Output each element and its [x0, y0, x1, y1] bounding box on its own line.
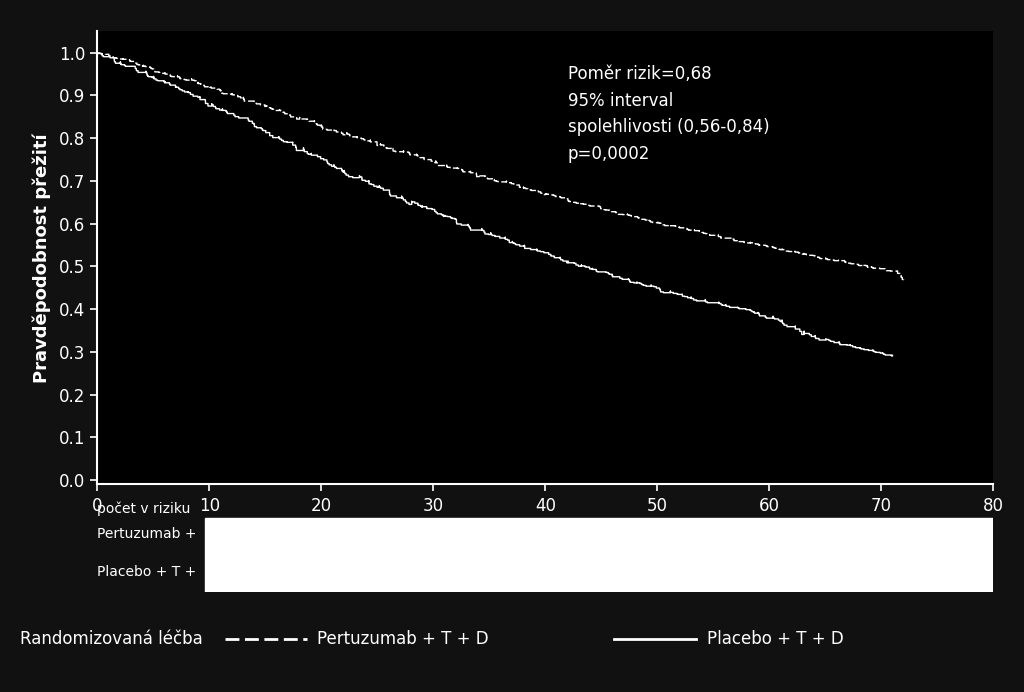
Text: počet v riziku: počet v riziku	[97, 502, 190, 516]
Text: Placebo + T + D: Placebo + T + D	[707, 630, 844, 648]
Text: Poměr rizik=0,68
95% interval
spolehlivosti (0,56-0,84)
p=0,0002: Poměr rizik=0,68 95% interval spolehlivo…	[567, 65, 769, 163]
Text: Placebo + T +: Placebo + T +	[97, 565, 197, 579]
X-axis label: Měsíce: Měsíce	[510, 523, 581, 541]
Text: Pertuzumab + T + D: Pertuzumab + T + D	[317, 630, 489, 648]
Text: Randomizovaná léčba: Randomizovaná léčba	[20, 630, 203, 648]
Bar	[205, 518, 993, 592]
Y-axis label: Pravděpodobnost přežití: Pravděpodobnost přežití	[33, 133, 51, 383]
Text: Pertuzumab +: Pertuzumab +	[97, 527, 197, 541]
